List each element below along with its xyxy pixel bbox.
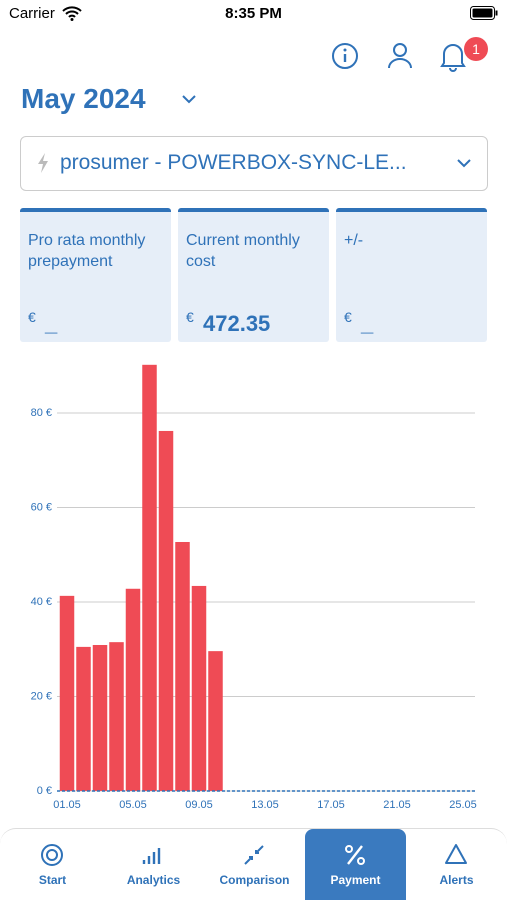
card-label: Pro rata monthly prepayment bbox=[28, 232, 146, 270]
y-tick-label: 20 € bbox=[31, 690, 52, 702]
bar bbox=[142, 364, 157, 791]
clock: 8:35 PM bbox=[225, 5, 282, 22]
bar bbox=[158, 430, 174, 791]
summary-card: Pro rata monthly prepayment € _ bbox=[20, 208, 171, 342]
info-button[interactable] bbox=[330, 41, 360, 71]
card-currency: € bbox=[344, 309, 352, 325]
card-label: +/- bbox=[344, 232, 364, 249]
tab-bar: Start Analytics Comparison Payment Alerts bbox=[0, 828, 507, 900]
x-tick-label: 01.05 bbox=[53, 799, 81, 811]
tab-label: Analytics bbox=[126, 873, 181, 887]
y-tick-label: 60 € bbox=[31, 501, 52, 513]
card-value: _ bbox=[361, 311, 374, 336]
card-currency: € bbox=[28, 309, 36, 325]
tab-label: Alerts bbox=[439, 873, 474, 887]
profile-button[interactable] bbox=[385, 40, 415, 70]
y-tick-label: 40 € bbox=[31, 596, 52, 608]
bar bbox=[92, 644, 108, 791]
tab-button[interactable]: Comparison bbox=[204, 829, 305, 900]
tab-label: Payment bbox=[330, 873, 381, 887]
summary-card: +/- € _ bbox=[336, 208, 487, 342]
x-tick-label: 25.05 bbox=[449, 799, 477, 811]
battery-icon bbox=[470, 6, 498, 20]
x-tick-label: 05.05 bbox=[119, 799, 147, 811]
device-label: prosumer - POWERBOX-SYNC-LE... bbox=[60, 151, 407, 174]
x-tick-label: 13.05 bbox=[251, 799, 279, 811]
tab-button[interactable]: Alerts bbox=[406, 829, 507, 900]
bar bbox=[175, 541, 190, 791]
x-tick-label: 17.05 bbox=[317, 799, 345, 811]
card-currency: € bbox=[186, 309, 194, 325]
month-title[interactable]: May 2024 bbox=[21, 83, 146, 114]
month-chevron[interactable] bbox=[180, 92, 198, 106]
bar bbox=[109, 642, 124, 791]
notification-badge: 1 bbox=[464, 37, 488, 61]
carrier: Carrier bbox=[9, 5, 55, 22]
tab-icon bbox=[142, 848, 161, 864]
x-tick-label: 09.05 bbox=[185, 799, 213, 811]
card-value: 472.35 bbox=[203, 311, 271, 336]
summary-card: Current monthly cost €472.35 bbox=[178, 208, 329, 342]
bar bbox=[191, 585, 207, 791]
bolt-icon bbox=[38, 153, 48, 173]
bar bbox=[208, 651, 223, 791]
wifi-icon bbox=[62, 6, 82, 21]
x-tick-label: 21.05 bbox=[383, 799, 411, 811]
tab-button[interactable]: Start bbox=[2, 829, 103, 900]
card-value: _ bbox=[45, 311, 58, 336]
tab-button[interactable]: Analytics bbox=[103, 829, 204, 900]
y-tick-label: 80 € bbox=[31, 407, 52, 419]
card-label: Current monthly cost bbox=[186, 232, 300, 270]
tab-icon bbox=[41, 844, 63, 866]
bar bbox=[76, 646, 91, 791]
tab-label: Start bbox=[38, 873, 67, 887]
notifications-button[interactable] bbox=[438, 40, 468, 72]
selector-chevron bbox=[457, 159, 471, 168]
bar bbox=[59, 595, 75, 791]
tab-button[interactable]: Payment bbox=[305, 829, 406, 900]
y-tick-label: 0 € bbox=[37, 785, 52, 797]
tab-icon bbox=[445, 844, 467, 864]
bar bbox=[125, 588, 141, 791]
tab-icon bbox=[345, 845, 365, 865]
tab-icon bbox=[244, 845, 264, 865]
cost-chart: 0 € 20 € 40 € 60 € 80 € 01.05 05.05 09.05 13.05 1… bbox=[31, 364, 477, 811]
tab-label: Comparison bbox=[219, 873, 290, 887]
device-selector[interactable] bbox=[20, 136, 488, 191]
